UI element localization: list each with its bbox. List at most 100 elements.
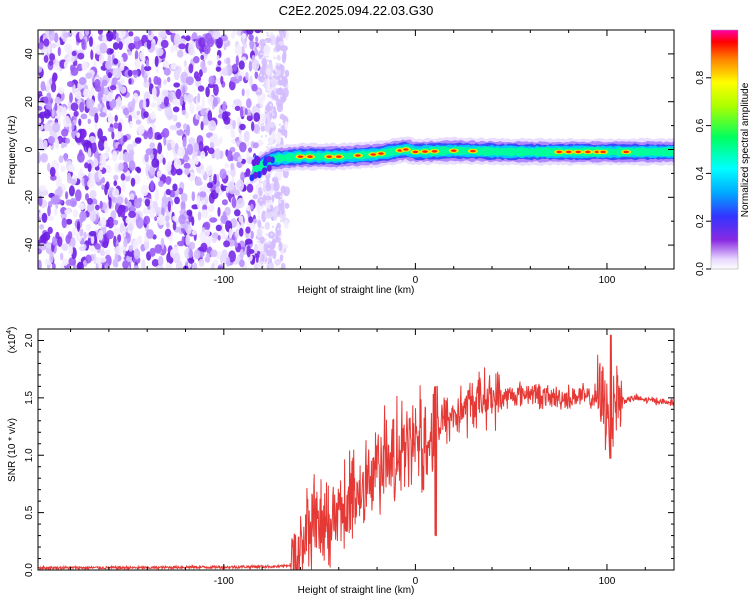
noise-cell — [266, 55, 269, 58]
noise-cell — [255, 36, 259, 43]
noise-cell — [181, 109, 187, 116]
noise-cell — [165, 163, 172, 172]
signal-edge — [256, 171, 262, 179]
noise-cell — [239, 259, 245, 268]
noise-cell — [188, 63, 194, 74]
noise-cell — [100, 216, 107, 228]
noise-cell — [41, 212, 48, 223]
signal-peak — [600, 150, 606, 154]
noise-cell — [231, 131, 236, 139]
noise-cell — [174, 196, 180, 205]
noise-cell — [273, 47, 276, 51]
noise-cell — [266, 68, 271, 77]
noise-cell — [188, 241, 196, 250]
noise-cell — [273, 56, 276, 60]
noise-cell — [116, 196, 124, 205]
spectrogram-marks — [38, 30, 674, 269]
noise-cell — [261, 254, 265, 262]
y-tick-label: 1.0 — [24, 448, 35, 462]
noise-cell — [69, 92, 73, 103]
noise-cell — [193, 56, 200, 64]
noise-cell — [251, 83, 258, 92]
noise-cell — [259, 39, 266, 47]
noise-cell — [283, 219, 289, 229]
noise-cell — [95, 262, 99, 269]
noise-cell — [186, 93, 194, 103]
noise-cell — [200, 108, 206, 117]
noise-cell — [182, 136, 187, 148]
noise-cell — [167, 200, 171, 212]
noise-cell — [208, 120, 217, 132]
noise-cell — [166, 221, 170, 229]
noise-cell — [246, 156, 253, 165]
y-tick-label: 20 — [24, 96, 35, 108]
y-tick-label: 40 — [24, 48, 35, 60]
noise-cell — [233, 78, 240, 84]
noise-cell — [191, 191, 196, 202]
noise-cell — [193, 249, 201, 260]
noise-cell — [71, 50, 77, 57]
snr-y-axis-label: SNR (10 * v/v) — [7, 418, 18, 482]
noise-cell — [93, 157, 98, 168]
noise-cell — [134, 137, 142, 144]
noise-cell — [183, 94, 188, 103]
noise-cell — [264, 40, 268, 44]
noise-cell — [122, 260, 129, 269]
noise-cell — [275, 264, 279, 267]
noise-cell — [203, 221, 211, 231]
noise-cell — [188, 258, 195, 264]
noise-cell — [155, 47, 164, 57]
colorbar-tick-label: 0.8 — [695, 70, 706, 84]
noise-cell — [135, 119, 142, 125]
noise-cell — [276, 222, 281, 230]
noise-cell — [149, 153, 154, 161]
noise-cell — [263, 183, 266, 186]
noise-cell — [143, 131, 149, 140]
noise-cell — [265, 195, 272, 201]
noise-cell — [81, 61, 88, 71]
noise-cell — [138, 197, 143, 203]
noise-cell — [277, 227, 280, 231]
noise-cell — [207, 147, 215, 155]
noise-cell — [151, 86, 157, 98]
noise-cell — [150, 102, 157, 108]
noise-cell — [47, 136, 56, 144]
noise-cell — [234, 241, 239, 248]
signal-edge — [266, 164, 272, 172]
noise-cell — [87, 197, 93, 205]
noise-cell — [78, 202, 86, 210]
noise-cell — [258, 196, 264, 207]
noise-cell — [38, 117, 42, 124]
noise-cell — [260, 181, 264, 184]
noise-cell — [270, 77, 277, 88]
noise-cell — [97, 229, 104, 241]
noise-cell — [160, 131, 166, 138]
snr-axes: -100 0 100 0.0 0.5 1.0 1.5 2.0 — [24, 329, 674, 587]
noise-cell — [162, 157, 166, 165]
noise-cell — [114, 253, 119, 264]
noise-cell — [89, 210, 97, 222]
noise-cell — [204, 256, 211, 263]
noise-cell — [154, 55, 159, 68]
noise-cell — [180, 200, 186, 212]
noise-cell — [205, 165, 214, 177]
noise-cell — [176, 129, 184, 136]
noise-cell — [169, 92, 173, 103]
noise-cell — [225, 64, 233, 76]
signal-peak — [431, 150, 438, 153]
noise-cell — [128, 210, 137, 218]
noise-cell — [162, 90, 169, 97]
snr-series-line — [38, 334, 674, 570]
noise-cell — [261, 122, 265, 126]
noise-cell — [266, 244, 274, 257]
noise-cell — [252, 218, 258, 224]
noise-cell — [52, 194, 61, 205]
noise-cell — [68, 257, 76, 266]
noise-cell — [197, 85, 205, 92]
noise-cell — [209, 217, 218, 223]
noise-cell — [238, 75, 243, 82]
noise-cell — [258, 180, 262, 184]
noise-cell — [79, 211, 87, 222]
noise-cell — [249, 39, 255, 50]
noise-cell — [117, 207, 123, 215]
